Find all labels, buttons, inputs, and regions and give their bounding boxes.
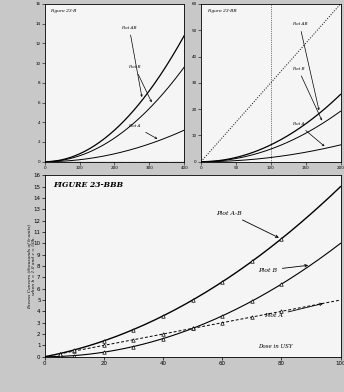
Text: Plot AB: Plot AB (292, 22, 319, 110)
Text: Plot A: Plot A (292, 122, 324, 146)
Text: Figure 23-B: Figure 23-B (50, 9, 77, 13)
Text: Figure 23-BB: Figure 23-BB (207, 9, 236, 13)
Text: Plot B: Plot B (258, 265, 307, 273)
Text: Plot B: Plot B (292, 67, 322, 120)
Text: Plot A: Plot A (264, 303, 322, 318)
Text: Plot B: Plot B (128, 65, 151, 102)
Text: Plot AB: Plot AB (121, 25, 142, 96)
Text: Plot A-B: Plot A-B (216, 211, 278, 238)
Text: Plot A: Plot A (128, 124, 157, 138)
Text: Dose in USY: Dose in USY (258, 344, 292, 348)
Y-axis label: Excess Cancers (thousands of b-units)
when b = 1.0 and z = 50b.: Excess Cancers (thousands of b-units) wh… (28, 223, 36, 309)
Text: FIGURE 23-BBB: FIGURE 23-BBB (54, 181, 124, 189)
